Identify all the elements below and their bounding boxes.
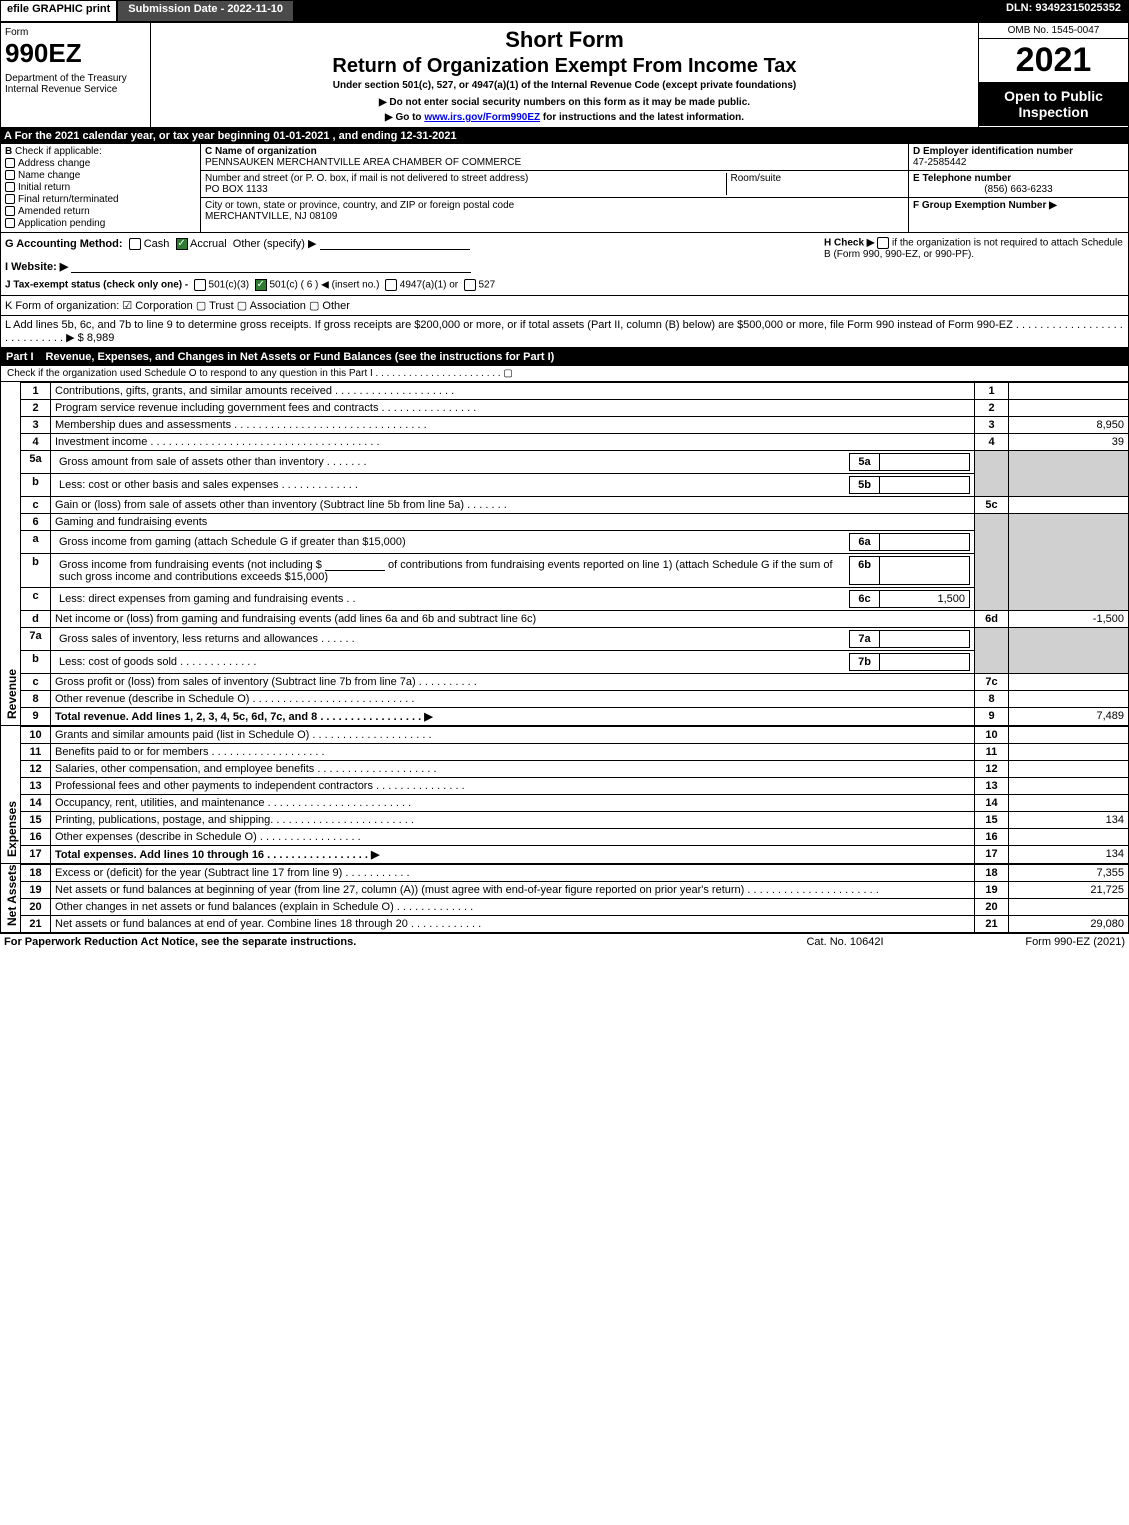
tax-year: 2021 <box>979 39 1128 82</box>
revenue-table: 1Contributions, gifts, grants, and simil… <box>20 382 1129 726</box>
chk-4947[interactable] <box>385 279 397 291</box>
footer-right: Form 990-EZ (2021) <box>945 936 1125 948</box>
col-c-org: C Name of organization PENNSAUKEN MERCHA… <box>201 144 908 232</box>
do-not-ssn: ▶ Do not enter social security numbers o… <box>155 97 974 108</box>
side-revenue: Revenue <box>0 382 20 726</box>
j-tax-exempt: J Tax-exempt status (check only one) - 5… <box>5 279 824 291</box>
open-public: Open to Public Inspection <box>979 82 1128 126</box>
netassets-section: Net Assets 18Excess or (deficit) for the… <box>0 864 1129 933</box>
netassets-table: 18Excess or (deficit) for the year (Subt… <box>20 864 1129 933</box>
revenue-section: Revenue 1Contributions, gifts, grants, a… <box>0 382 1129 726</box>
c-name-label: C Name of organization <box>205 146 904 157</box>
chk-address-change[interactable]: Address change <box>5 158 196 169</box>
part1-header: Part I Revenue, Expenses, and Changes in… <box>0 348 1129 366</box>
header-mid: Short Form Return of Organization Exempt… <box>151 23 978 127</box>
i-website: I Website: ▶ <box>5 260 824 273</box>
section-bcde: B Check if applicable: Address change Na… <box>0 144 1129 233</box>
col-de: D Employer identification number 47-2585… <box>908 144 1128 232</box>
submission-date: Submission Date - 2022-11-10 <box>117 0 294 22</box>
c-room-label: Room/suite <box>731 173 905 184</box>
under-section: Under section 501(c), 527, or 4947(a)(1)… <box>155 80 974 91</box>
part1-label: Part I <box>6 351 34 363</box>
row-ghij: G Accounting Method: Cash ✓ Accrual Othe… <box>0 233 1129 296</box>
return-title: Return of Organization Exempt From Incom… <box>155 55 974 78</box>
form-label: Form <box>5 27 146 38</box>
expenses-section: Expenses 10Grants and similar amounts pa… <box>0 726 1129 864</box>
h-check: H Check ▶ if the organization is not req… <box>824 237 1124 291</box>
chk-cash[interactable] <box>129 238 141 250</box>
chk-initial-return[interactable]: Initial return <box>5 182 196 193</box>
footer-left: For Paperwork Reduction Act Notice, see … <box>4 936 745 948</box>
chk-accrual[interactable]: ✓ <box>176 238 188 250</box>
b-check-label: Check if applicable: <box>15 146 102 157</box>
c-city-label: City or town, state or province, country… <box>205 200 904 211</box>
e-tel: (856) 663-6233 <box>913 184 1124 195</box>
side-expenses: Expenses <box>0 726 20 864</box>
goto-link[interactable]: www.irs.gov/Form990EZ <box>424 112 540 123</box>
omb-number: OMB No. 1545-0047 <box>979 23 1128 39</box>
chk-application-pending[interactable]: Application pending <box>5 218 196 229</box>
col-b-check: B Check if applicable: Address change Na… <box>1 144 201 232</box>
other-specify-input[interactable] <box>320 238 470 250</box>
c-org-name: PENNSAUKEN MERCHANTVILLE AREA CHAMBER OF… <box>205 157 904 168</box>
chk-name-change[interactable]: Name change <box>5 170 196 181</box>
chk-527[interactable] <box>464 279 476 291</box>
part1-title: Revenue, Expenses, and Changes in Net As… <box>46 351 555 363</box>
part1-sub: Check if the organization used Schedule … <box>0 366 1129 382</box>
row-a-calendar-year: A For the 2021 calendar year, or tax yea… <box>0 128 1129 144</box>
e-tel-label: E Telephone number <box>913 173 1124 184</box>
dept-treasury: Department of the Treasury Internal Reve… <box>5 73 146 95</box>
topbar: efile GRAPHIC print Submission Date - 20… <box>0 0 1129 22</box>
topbar-spacer <box>294 0 998 22</box>
f-group-label: F Group Exemption Number ▶ <box>913 200 1124 211</box>
form-header: Form 990EZ Department of the Treasury In… <box>0 22 1129 128</box>
footer-mid: Cat. No. 10642I <box>745 936 945 948</box>
goto-post: for instructions and the latest informat… <box>540 112 744 123</box>
chk-h[interactable] <box>877 237 889 249</box>
g-accounting: G Accounting Method: Cash ✓ Accrual Othe… <box>5 237 824 250</box>
header-left: Form 990EZ Department of the Treasury In… <box>1 23 151 127</box>
website-input[interactable] <box>71 261 471 273</box>
header-right: OMB No. 1545-0047 2021 Open to Public In… <box>978 23 1128 127</box>
b-label: B <box>5 146 12 157</box>
short-form-title: Short Form <box>155 27 974 53</box>
side-netassets: Net Assets <box>0 864 20 933</box>
c-city: MERCHANTVILLE, NJ 08109 <box>205 211 904 222</box>
goto-pre: ▶ Go to <box>385 112 424 123</box>
page-footer: For Paperwork Reduction Act Notice, see … <box>0 933 1129 950</box>
goto-link-row: ▶ Go to www.irs.gov/Form990EZ for instru… <box>155 112 974 123</box>
row-k: K Form of organization: ☑ Corporation ▢ … <box>0 296 1129 316</box>
chk-amended-return[interactable]: Amended return <box>5 206 196 217</box>
row-l: L Add lines 5b, 6c, and 7b to line 9 to … <box>0 316 1129 348</box>
d-ein-label: D Employer identification number <box>913 146 1124 157</box>
efile-print[interactable]: efile GRAPHIC print <box>0 0 117 22</box>
d-ein: 47-2585442 <box>913 157 1124 168</box>
dln: DLN: 93492315025352 <box>998 0 1129 22</box>
c-street: PO BOX 1133 <box>205 184 726 195</box>
form-number: 990EZ <box>5 38 146 69</box>
expenses-table: 10Grants and similar amounts paid (list … <box>20 726 1129 864</box>
chk-501c3[interactable] <box>194 279 206 291</box>
chk-501c[interactable]: ✓ <box>255 279 267 291</box>
chk-final-return[interactable]: Final return/terminated <box>5 194 196 205</box>
c-street-label: Number and street (or P. O. box, if mail… <box>205 173 726 184</box>
